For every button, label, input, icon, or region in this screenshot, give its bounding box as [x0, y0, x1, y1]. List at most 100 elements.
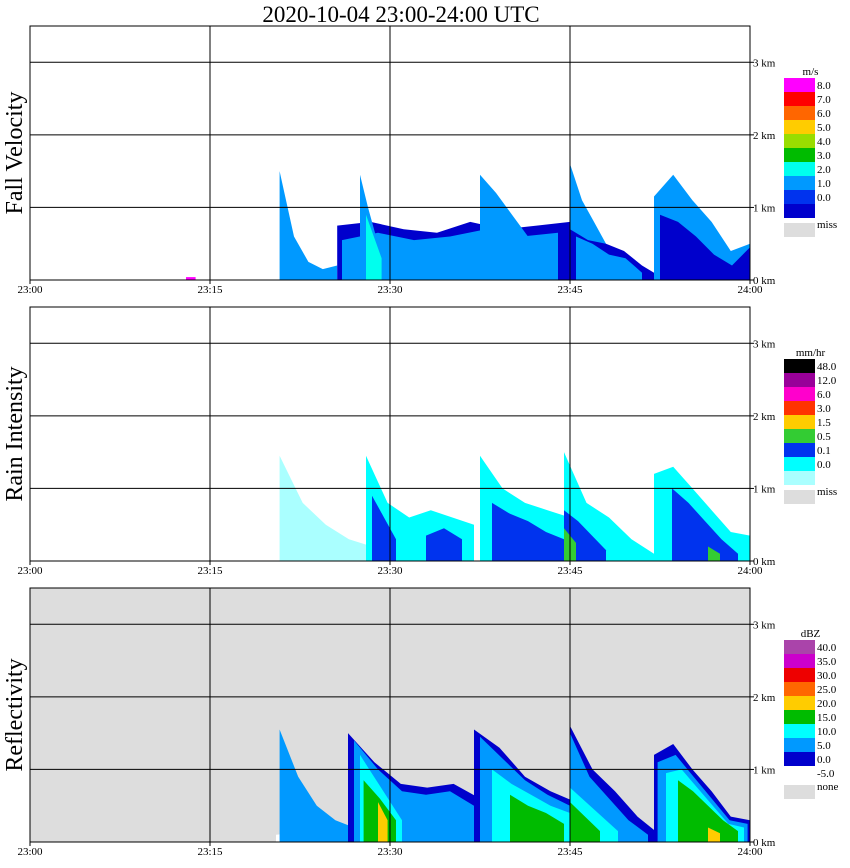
y-tick-label: 3 km	[753, 338, 776, 350]
legend-swatch	[784, 359, 815, 373]
legend-label: 5.0	[817, 122, 831, 134]
legend-label: -5.0	[817, 768, 835, 780]
data-field-12	[186, 277, 196, 280]
x-tick-label: 23:00	[17, 846, 43, 858]
legend-label: 25.0	[817, 684, 837, 696]
data-field-5	[480, 174, 528, 280]
legend: mm/hr 48.0 12.0 6.0 3.0 1.5 0.5 0.1 0.0 miss	[784, 347, 837, 504]
data-field-18	[678, 780, 738, 842]
y-tick-label: 3 km	[753, 619, 776, 631]
legend-label: 0.5	[817, 431, 831, 443]
legend-swatch	[784, 92, 815, 106]
legend-swatch	[784, 401, 815, 415]
x-tick-label: 24:00	[737, 565, 763, 577]
legend-label: 48.0	[817, 361, 837, 373]
legend-label: 7.0	[817, 94, 831, 106]
data-field-8	[576, 236, 642, 280]
data-field-19	[378, 802, 388, 842]
legend-swatch	[784, 752, 815, 766]
legend-miss-swatch	[784, 223, 815, 237]
x-tick-label: 23:15	[197, 846, 223, 858]
legend-unit: dBZ	[801, 628, 821, 640]
panel-y-label: Fall Velocity	[2, 92, 28, 215]
chart-title: 2020-10-04 23:00-24:00 UTC	[262, 2, 539, 27]
legend-swatch	[784, 738, 815, 752]
legend-swatch	[784, 668, 815, 682]
y-tick-label: 2 km	[753, 130, 776, 142]
x-tick-label: 23:30	[377, 846, 403, 858]
legend-miss-label: none	[817, 781, 839, 793]
legend-label: 30.0	[817, 670, 837, 682]
legend: m/s 8.0 7.0 6.0 5.0 4.0 3.0 2.0 1.0 0.0 miss	[784, 66, 837, 237]
x-tick-label: 23:15	[197, 565, 223, 577]
x-tick-label: 23:30	[377, 284, 403, 296]
legend-miss-swatch	[784, 490, 815, 504]
legend-label: 0.0	[817, 192, 831, 204]
legend-swatch	[784, 682, 815, 696]
legend-swatch	[784, 176, 815, 190]
legend-swatch	[784, 373, 815, 387]
legend-miss-label: miss	[817, 219, 837, 231]
legend-swatch	[784, 204, 815, 218]
legend-label: 8.0	[817, 80, 831, 92]
data-field-1	[279, 455, 372, 561]
panel-3: 23:00 23:15 23:30 23:45 24:000 km 1 km 2 km 3 k…	[2, 587, 839, 858]
legend-label: 0.0	[817, 754, 831, 766]
legend-label: 12.0	[817, 375, 837, 387]
data-field-10	[510, 794, 564, 842]
data-field-14	[570, 802, 600, 842]
legend-swatch	[784, 387, 815, 401]
legend-miss-swatch	[784, 785, 815, 799]
x-tick-label: 23:00	[17, 284, 43, 296]
legend-label: 4.0	[817, 136, 831, 148]
x-tick-label: 23:45	[557, 846, 583, 858]
y-tick-label: 3 km	[753, 57, 776, 69]
legend-unit: mm/hr	[796, 347, 826, 359]
legend-swatch	[784, 443, 815, 457]
y-tick-label: 2 km	[753, 411, 776, 423]
legend-label: 6.0	[817, 108, 831, 120]
legend-swatch	[784, 766, 815, 780]
legend-swatch	[784, 471, 815, 485]
legend-swatch	[784, 162, 815, 176]
data-field-11	[366, 214, 382, 280]
legend-swatch	[784, 148, 815, 162]
panel-2: 23:00 23:15 23:30 23:45 24:000 km 1 km 2 km 3 k…	[2, 306, 837, 577]
legend-label: 20.0	[817, 698, 837, 710]
legend-label: 1.0	[817, 178, 831, 190]
data-field-10	[660, 214, 750, 280]
legend-label: 1.5	[817, 417, 831, 429]
legend-swatch	[784, 429, 815, 443]
data-field-20	[708, 827, 720, 842]
y-tick-label: 1 km	[753, 483, 776, 495]
data-field-1	[279, 171, 338, 280]
y-tick-label: 0 km	[753, 556, 776, 568]
legend-label: 0.1	[817, 445, 831, 457]
legend-label: 15.0	[817, 712, 837, 724]
y-tick-label: 2 km	[753, 692, 776, 704]
legend: dBZ 40.0 35.0 30.0 25.0 20.0 15.0 10.0 5.0 0.0 -5.…	[784, 628, 839, 799]
x-tick-label: 23:45	[557, 565, 583, 577]
panel-y-label: Rain Intensity	[2, 366, 28, 501]
x-tick-label: 24:00	[737, 846, 763, 858]
panel-y-label: Reflectivity	[2, 658, 28, 771]
legend-swatch	[784, 724, 815, 738]
legend-label: 3.0	[817, 403, 831, 415]
legend-unit: m/s	[803, 66, 819, 78]
x-tick-label: 23:30	[377, 565, 403, 577]
y-tick-label: 0 km	[753, 837, 776, 849]
legend-swatch	[784, 654, 815, 668]
data-field-10	[426, 528, 462, 561]
y-tick-label: 0 km	[753, 275, 776, 287]
data-field-2	[279, 729, 354, 842]
data-field-9	[672, 488, 738, 561]
y-tick-label: 1 km	[753, 202, 776, 214]
x-tick-label: 24:00	[737, 284, 763, 296]
legend-swatch	[784, 120, 815, 134]
legend-label: 6.0	[817, 389, 831, 401]
y-tick-label: 1 km	[753, 764, 776, 776]
x-tick-label: 23:00	[17, 565, 43, 577]
legend-label: 0.0	[817, 459, 831, 471]
legend-label: 3.0	[817, 150, 831, 162]
